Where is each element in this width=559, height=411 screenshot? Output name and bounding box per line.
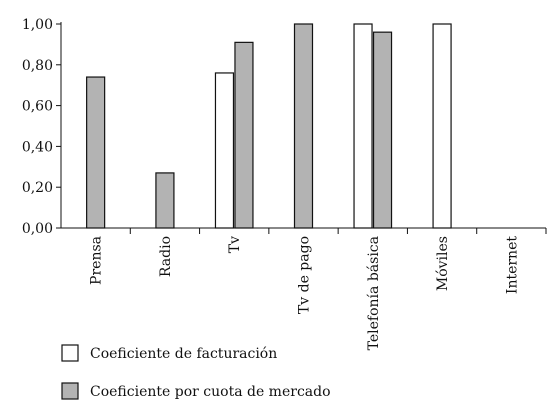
bar-cuota-mercado	[155, 172, 175, 229]
bars	[86, 23, 452, 229]
category-label: Internet	[504, 236, 520, 294]
y-tick-label: 0,00	[22, 221, 53, 237]
category-label: Tv	[227, 236, 243, 253]
y-tick-label: 1,00	[22, 17, 53, 33]
y-tick-label: 0,40	[22, 139, 53, 155]
bar-cuota-mercado	[234, 41, 254, 229]
category-label: Tv de pago	[297, 236, 313, 314]
y-tick-label: 0,60	[22, 99, 53, 115]
y-tick-label: 0,20	[22, 180, 53, 196]
bar-facturacion	[432, 23, 452, 229]
y-tick-label: 0,80	[22, 58, 53, 74]
bar-cuota-mercado	[372, 31, 393, 229]
x-axis	[61, 227, 547, 234]
bar-cuota-mercado	[293, 23, 314, 229]
legend-label: Coeficiente de facturación	[90, 346, 277, 362]
category-labels: Prensa Radio Tv Tv de pago Telefonía básica M…	[89, 236, 521, 351]
category-label: Telefonía básica	[366, 236, 382, 350]
bar-facturacion	[353, 23, 373, 229]
category-label: Radio	[158, 236, 174, 277]
category-label: Prensa	[89, 236, 105, 285]
y-axis: 0,00 0,20 0,40 0,60 0,80 1,00	[22, 17, 62, 237]
legend-swatch	[61, 344, 79, 362]
legend-swatch	[61, 382, 79, 400]
bar-facturacion	[214, 72, 235, 229]
bar-cuota-mercado	[86, 76, 106, 229]
category-label: Móviles	[435, 236, 451, 291]
legend: Coeficiente de facturación Coeficiente po…	[61, 344, 331, 400]
legend-label: Coeficiente por cuota de mercado	[90, 384, 331, 400]
